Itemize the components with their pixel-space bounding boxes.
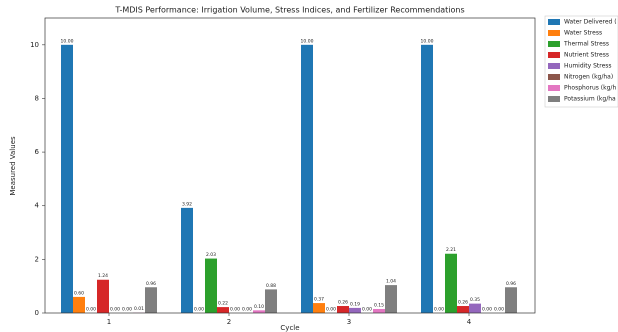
bar [445,253,457,313]
x-tick-label: 3 [347,318,351,326]
chart-title: T-MDIS Performance: Irrigation Volume, S… [114,6,464,15]
bar [205,258,217,313]
bar [421,44,433,314]
legend-label: Water Stress [564,30,602,37]
value-label: 1.04 [386,279,396,285]
y-tick-label: 0 [35,309,39,317]
bar [145,287,157,313]
bar [457,306,469,313]
value-label: 0.10 [254,304,264,310]
bar [253,310,265,313]
bar [469,303,481,313]
bar [313,303,325,313]
value-label: 0.88 [266,283,276,289]
x-tick-label: 1 [107,318,111,326]
legend-label: Phosphorus (kg/h [564,85,616,92]
value-label: 10.00 [61,38,74,44]
value-label: 0.00 [362,307,372,313]
value-label: 0.00 [122,307,132,313]
value-label: 0.00 [194,307,204,313]
value-label: 0.00 [434,307,444,313]
value-label: 2.21 [446,247,456,253]
legend-swatch [548,19,560,25]
value-label: 1.24 [98,273,108,279]
legend-swatch [548,52,560,58]
x-tick-label: 2 [227,318,231,326]
value-label: 0.96 [506,281,516,287]
value-label: 0.00 [326,307,336,313]
y-tick-label: 2 [35,255,39,263]
bar [217,307,229,313]
bar [97,279,109,313]
bar [61,44,73,314]
value-label: 10.00 [301,38,314,44]
x-axis-label: Cycle [280,324,299,332]
value-label: 2.03 [206,252,216,258]
plot-frame [44,17,536,314]
legend-swatch [548,96,560,102]
value-label: 3.92 [182,201,192,207]
bar [385,285,397,313]
value-label: 0.00 [110,307,120,313]
value-label: 10.00 [421,38,434,44]
legend-label: Nitrogen (kg/ha) [564,74,613,81]
value-label: 0.00 [482,307,492,313]
bar [181,207,193,313]
legend-label: Nutrient Stress [564,52,609,59]
value-label: 0.35 [470,297,480,303]
y-tick-label: 6 [35,148,40,156]
bar [337,306,349,313]
value-label: 0.00 [86,307,96,313]
value-label: 0.01 [134,306,144,312]
y-tick-label: 10 [30,41,39,49]
bar [265,289,277,313]
value-label: 0.00 [242,307,252,313]
value-label: 0.96 [146,281,156,287]
legend-swatch [548,74,560,80]
legend-label: Humidity Stress [564,63,612,70]
y-tick-label: 4 [35,202,40,210]
value-label: 0.19 [350,301,360,307]
bar [73,296,85,313]
legend-label: Water Delivered ( [564,19,617,26]
legend-swatch [548,41,560,47]
value-label: 0.00 [230,307,240,313]
bar [349,307,361,313]
legend-swatch [548,85,560,91]
value-label: 0.22 [218,301,228,307]
value-label: 0.15 [374,302,384,308]
x-tick-label: 4 [467,318,472,326]
y-axis-label: Measured Values [9,136,17,196]
legend-swatch [548,63,560,69]
value-label: 0.60 [74,290,84,296]
legend-label: Potassium (kg/ha [564,96,616,103]
value-label: 0.37 [314,297,324,303]
bar [373,308,385,313]
bar [505,287,517,313]
value-label: 0.26 [458,300,468,306]
y-tick-label: 8 [35,94,39,102]
value-label: 0.00 [494,307,504,313]
legend-swatch [548,30,560,36]
value-label: 0.26 [338,300,348,306]
legend-box [544,15,618,108]
bar [301,44,313,314]
legend-label: Thermal Stress [563,41,609,48]
